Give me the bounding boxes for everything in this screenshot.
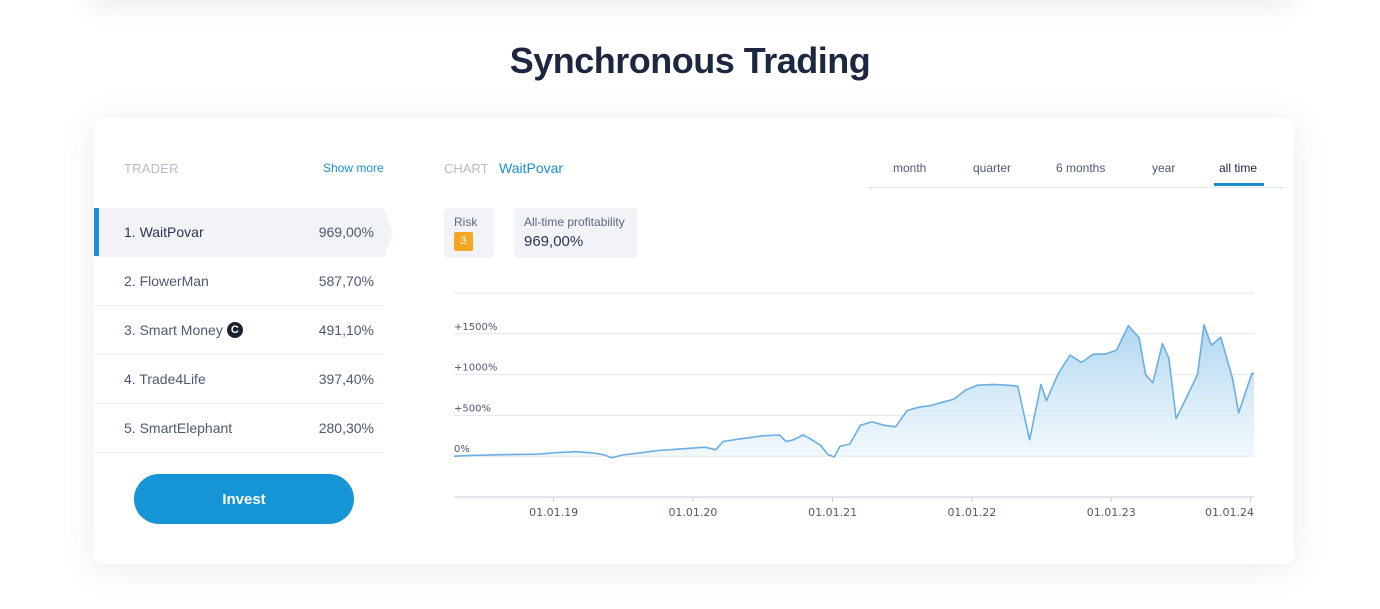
y-tick-label: +1500% <box>454 322 497 333</box>
x-tick-label: 01.01.21 <box>808 506 857 519</box>
trader-name: 1. WaitPovar <box>124 224 204 240</box>
profitability-value: 969,00% <box>524 233 584 250</box>
series-line <box>453 324 1255 459</box>
trader-list: 1. WaitPovar 969,00% 2. FlowerMan 587,70… <box>94 208 393 453</box>
y-tick-label: +500% <box>454 403 491 414</box>
page-title: Synchronous Trading <box>509 40 871 81</box>
trader-profit: 969,00% <box>318 224 374 240</box>
trader-row-5[interactable]: 5. SmartElephant 280,30% <box>94 404 384 453</box>
x-tick-label: 01.01.24 <box>1205 506 1254 519</box>
active-tab-indicator <box>1214 183 1264 186</box>
period-tabs: month quarter 6 months year all time <box>868 146 1284 188</box>
trader-row-3[interactable]: 3. Smart Money C 491,10% <box>94 306 384 355</box>
risk-box: Risk 3 <box>444 208 494 258</box>
trader-name: 2. FlowerMan <box>124 273 209 289</box>
trader-row-2[interactable]: 2. FlowerMan 587,70% <box>94 257 384 306</box>
chart-trader-name: WaitPovar <box>499 160 564 176</box>
tab-month[interactable]: month <box>893 161 927 175</box>
trader-profit: 397,40% <box>318 371 374 387</box>
trader-name: 5. SmartElephant <box>124 420 233 436</box>
series-area <box>454 324 1254 458</box>
invest-button[interactable]: Invest <box>134 474 354 524</box>
trader-profit: 587,70% <box>318 273 374 289</box>
profitability-box: All-time profitability 969,00% <box>514 208 637 258</box>
copyright-badge-icon: C <box>226 322 243 338</box>
tab-all-time[interactable]: all time <box>1219 161 1258 175</box>
tab-year[interactable]: year <box>1152 161 1176 175</box>
risk-label: Risk <box>454 215 478 229</box>
trader-profit: 280,30% <box>318 420 374 436</box>
trader-row-1[interactable]: 1. WaitPovar 969,00% <box>94 208 393 258</box>
tab-quarter[interactable]: quarter <box>973 161 1012 175</box>
trader-name: 3. Smart Money <box>124 322 223 338</box>
trader-column-header: TRADER <box>124 161 179 176</box>
x-tick-label: 01.01.19 <box>529 506 578 519</box>
trader-name-wrap: 3. Smart Money C <box>124 322 243 338</box>
trading-card: TRADER Show more 1. WaitPovar 969,00% 2.… <box>94 118 1294 564</box>
chart-column-header: CHART <box>444 161 489 176</box>
trader-row-4[interactable]: 4. Trade4Life 397,40% <box>94 355 384 404</box>
y-tick-label: +1000% <box>454 363 497 374</box>
trader-profit: 491,10% <box>318 322 374 338</box>
profitability-label: All-time profitability <box>524 215 625 229</box>
y-tick-label: 0% <box>454 444 470 455</box>
trader-name: 4. Trade4Life <box>124 371 206 387</box>
show-more-link[interactable]: Show more <box>323 161 384 175</box>
profitability-chart: 0% +500% +1000% +1500% 01.01.19 01.01.20 01.01… <box>453 292 1255 519</box>
tab-6-months[interactable]: 6 months <box>1056 161 1106 175</box>
x-tick-label: 01.01.23 <box>1087 506 1136 519</box>
x-tick-label: 01.01.20 <box>668 506 717 519</box>
x-tick-label: 01.01.22 <box>947 506 996 519</box>
risk-badge: 3 <box>454 232 473 251</box>
